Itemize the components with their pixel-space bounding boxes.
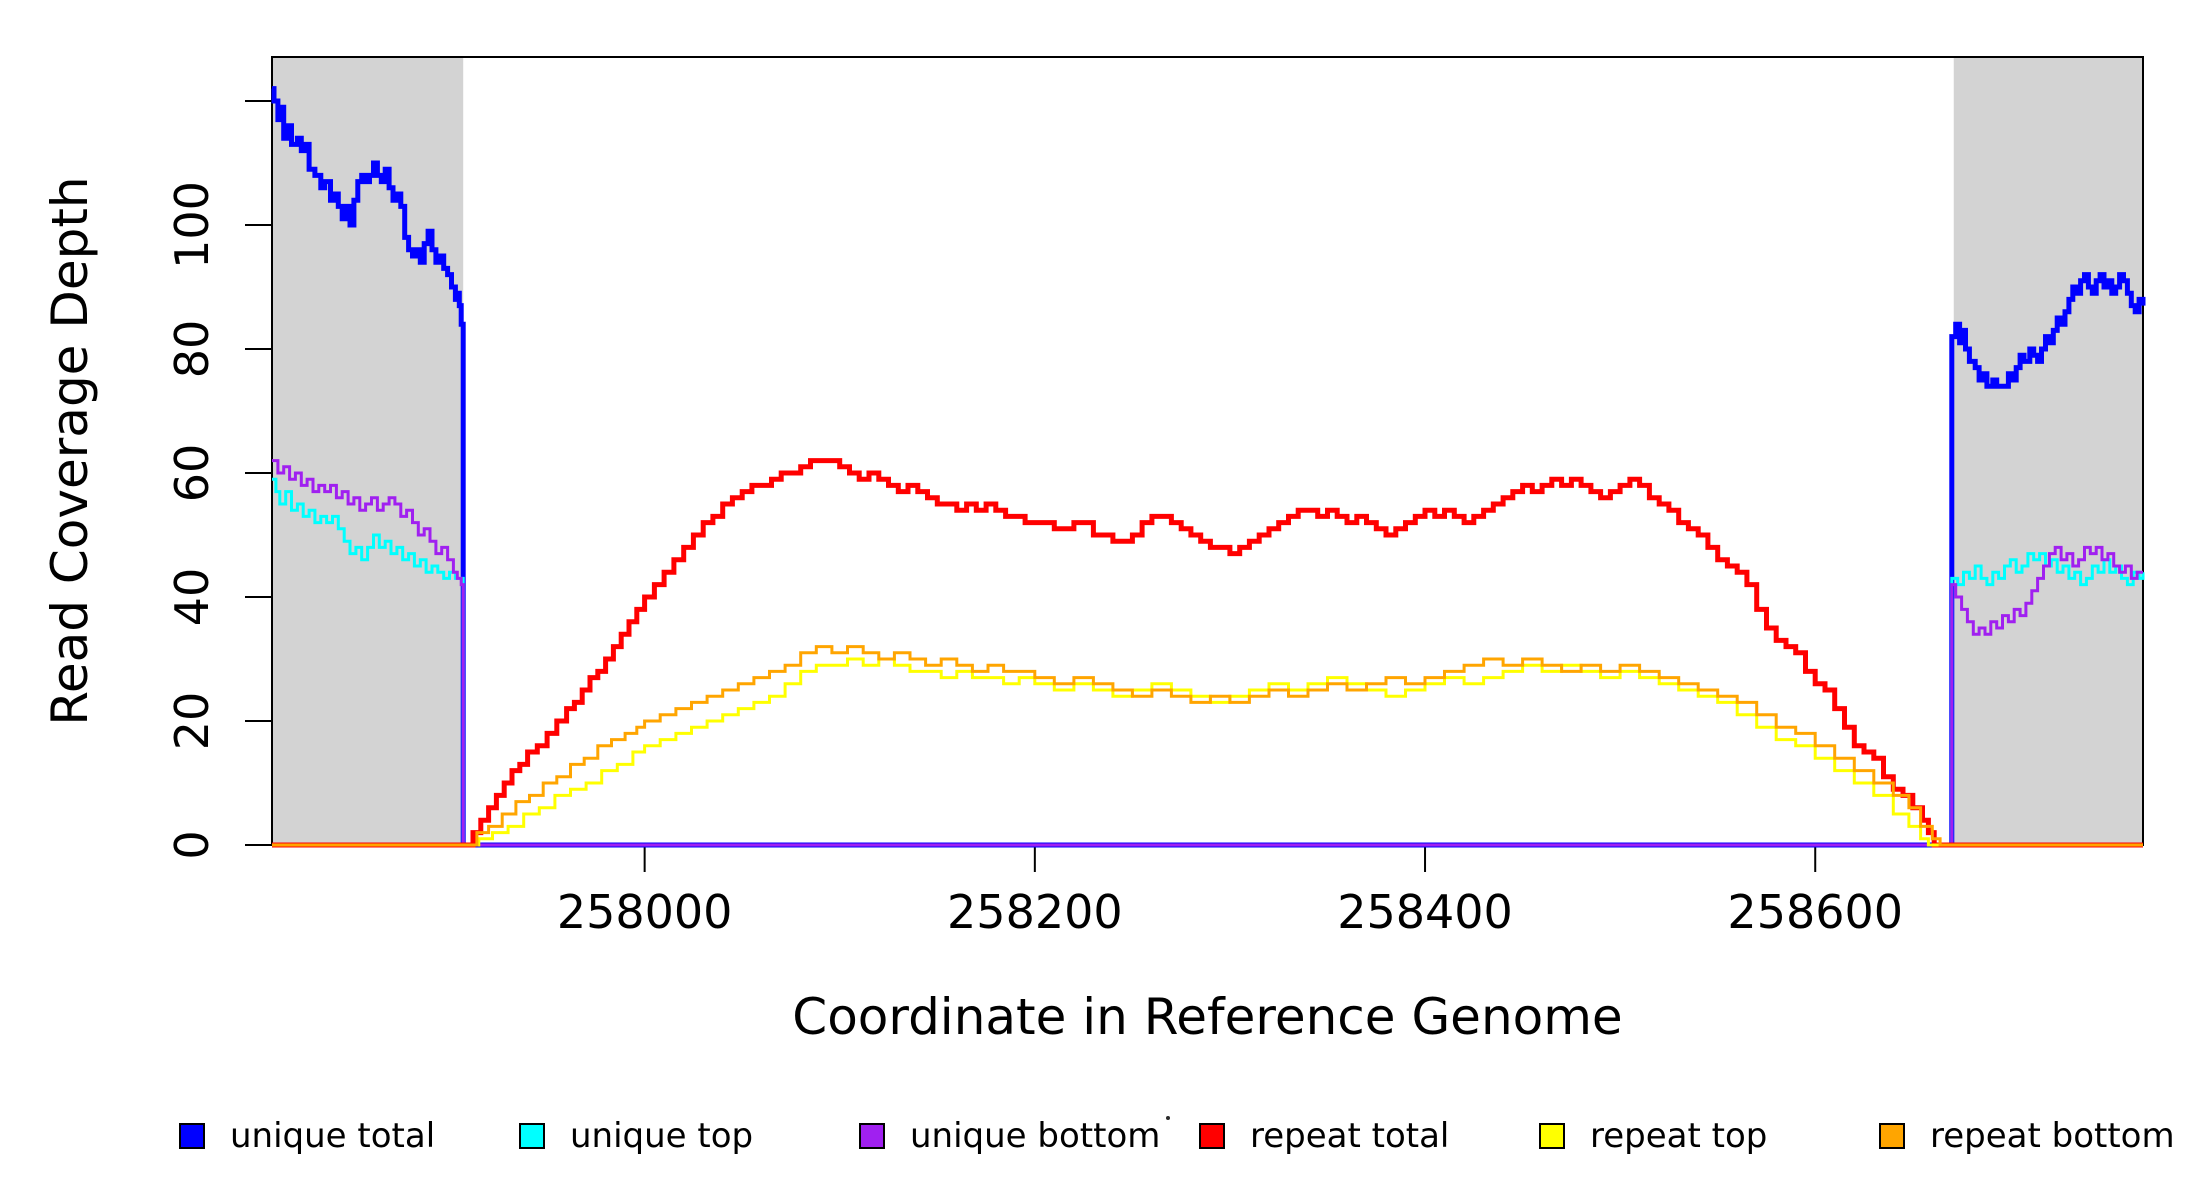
plot-border — [271, 56, 2144, 846]
y-tick-label: 20 — [165, 692, 219, 751]
legend-swatch-repeat-bottom — [1879, 1123, 1905, 1149]
x-axis-title: Coordinate in Reference Genome — [792, 988, 1623, 1046]
y-tick-label: 0 — [165, 830, 219, 859]
series-line-unique-bottom — [272, 459, 2143, 847]
legend-swatch-repeat-top — [1539, 1123, 1565, 1149]
y-tick-label: 40 — [165, 568, 219, 627]
y-tick-label: 60 — [165, 444, 219, 503]
x-tick-label: 258000 — [557, 885, 733, 939]
legend-label-unique-bottom: unique bottom — [910, 1116, 1160, 1156]
series-line-unique-top — [272, 477, 2145, 847]
legend-label-unique-top: unique top — [570, 1116, 753, 1156]
x-tick-label: 258600 — [1727, 885, 1903, 939]
series-line-repeat-total — [272, 458, 2143, 848]
repeat-region-shading-right-flank — [1953, 57, 2143, 845]
legend-label-repeat-total: repeat total — [1250, 1116, 1449, 1156]
legend-label-repeat-bottom: repeat bottom — [1930, 1116, 2175, 1156]
series-line-unique-total — [271, 86, 2146, 848]
y-tick-label: 80 — [165, 320, 219, 379]
x-tick-label: 258200 — [947, 885, 1123, 939]
legend-swatch-unique-top — [519, 1123, 545, 1149]
y-tick-label: 100 — [165, 181, 219, 269]
legend-label-unique-total: unique total — [230, 1116, 435, 1156]
y-axis-title: Read Coverage Depth — [41, 176, 99, 726]
legend-swatch-unique-total — [179, 1123, 205, 1149]
stray-dot — [1166, 1116, 1170, 1120]
x-tick-label: 258400 — [1337, 885, 1513, 939]
repeat-region-shading-left-flank — [272, 57, 464, 845]
legend-swatch-unique-bottom — [859, 1123, 885, 1149]
legend-swatch-repeat-total — [1199, 1123, 1225, 1149]
legend-label-repeat-top: repeat top — [1590, 1116, 1767, 1156]
series-line-repeat-bottom — [272, 645, 2143, 847]
